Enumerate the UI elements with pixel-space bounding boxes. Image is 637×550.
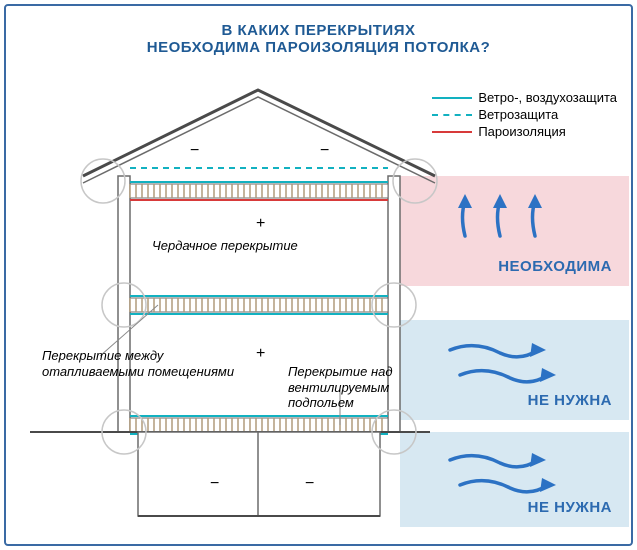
mark-plus: +	[256, 345, 265, 363]
mark-plus: +	[256, 215, 265, 233]
annotation-attic: Чердачное перекрытие	[152, 238, 298, 254]
mark-minus: −	[320, 142, 329, 160]
mark-minus: −	[305, 475, 314, 493]
mark-minus: −	[190, 142, 199, 160]
house-diagram	[0, 0, 637, 550]
mark-minus: −	[210, 475, 219, 493]
annotation-between: Перекрытие между отапливаемыми помещения…	[42, 348, 252, 379]
annotation-crawl: Перекрытие над вентилируемым подпольем	[288, 364, 428, 411]
